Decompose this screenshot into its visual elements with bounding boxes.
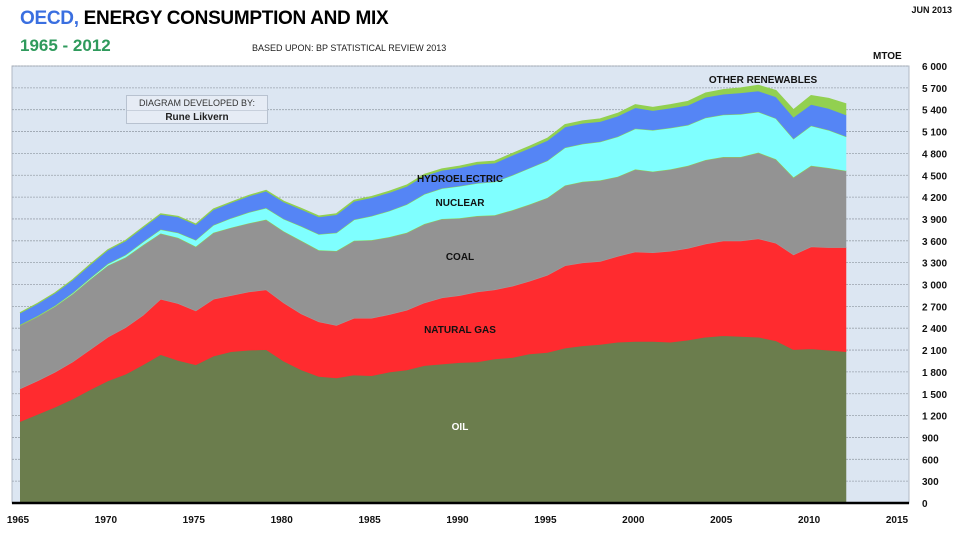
x-tick-label: 1995: [534, 515, 557, 526]
y-tick-label: 4 200: [922, 193, 947, 204]
x-tick-label: 1980: [271, 515, 294, 526]
chart-title: OECD, ENERGY CONSUMPTION AND MIX: [20, 8, 389, 30]
x-tick-label: 2010: [798, 515, 821, 526]
y-tick-label: 900: [922, 433, 939, 444]
label-oil: OIL: [452, 422, 469, 433]
x-tick-label: 1990: [446, 515, 469, 526]
x-tick-label: 1985: [358, 515, 381, 526]
y-tick-label: 1 500: [922, 390, 947, 401]
area-nuclear: [20, 111, 847, 326]
y-tick-label: 1 800: [922, 368, 947, 379]
credit-box: DIAGRAM DEVELOPED BY: Rune Likvern: [126, 95, 268, 124]
x-tick-label: 1975: [183, 515, 206, 526]
label-nuclear: NUCLEAR: [436, 198, 486, 209]
credit-author: Rune Likvern: [127, 110, 267, 123]
y-tick-label: 3 300: [922, 259, 947, 270]
y-tick-label: 3 900: [922, 215, 947, 226]
y-tick-label: 5 100: [922, 128, 947, 139]
y-tick-label: 2 700: [922, 302, 947, 313]
chart-subtitle: 1965 - 2012: [20, 36, 111, 55]
y-axis-ticks: 0 300 600 900 1 200 1 500 1 800 2 100 2 400 2 700…: [922, 62, 947, 510]
title-region: OECD,: [20, 8, 79, 29]
source-note: BASED UPON: BP STATISTICAL REVIEW 2013: [252, 43, 447, 53]
label-coal: COAL: [446, 252, 474, 263]
series-areas: [19, 84, 847, 503]
area-coal: [20, 152, 847, 389]
y-tick-label: 300: [922, 477, 939, 488]
y-tick-label: 5 700: [922, 84, 947, 95]
y-tick-label: 2 100: [922, 346, 947, 357]
label-natural-gas: NATURAL GAS: [424, 325, 496, 336]
y-tick-label: 0: [922, 499, 928, 510]
label-other-renewables: OTHER RENEWABLES: [709, 75, 818, 86]
edge-nuclear: [19, 111, 847, 326]
y-tick-label: 4 800: [922, 149, 947, 160]
y-tick-label: 4 500: [922, 171, 947, 182]
x-tick-label: 2015: [886, 515, 909, 526]
label-hydroelectric: HYDROELECTRIC: [417, 174, 503, 185]
x-tick-label: 1965: [7, 515, 30, 526]
area-natural-gas: [20, 238, 847, 422]
area-oil: [20, 335, 847, 503]
y-tick-label: 6 000: [922, 62, 947, 73]
y-tick-label: 3 600: [922, 237, 947, 248]
x-tick-label: 2005: [710, 515, 733, 526]
x-axis-ticks: 1965 1970 1975 1980 1985 1990 1995 2000 2005 2010…: [7, 515, 909, 526]
x-tick-label: 1970: [95, 515, 118, 526]
y-tick-label: 5 400: [922, 106, 947, 117]
y-tick-label: 2 400: [922, 324, 947, 335]
title-text: ENERGY CONSUMPTION AND MIX: [78, 8, 389, 29]
series-labels: OIL NATURAL GAS COAL NUCLEAR HYDROELECTR…: [417, 75, 818, 433]
x-tick-label: 2000: [622, 515, 645, 526]
y-axis-unit: MTOE: [873, 51, 902, 62]
y-tick-label: 600: [922, 455, 939, 466]
edge-other-renewables: [19, 84, 847, 314]
y-tick-label: 1 200: [922, 412, 947, 423]
date-label: JUN 2013: [911, 5, 952, 15]
credit-heading: DIAGRAM DEVELOPED BY:: [138, 98, 256, 108]
y-tick-label: 3 000: [922, 281, 947, 292]
